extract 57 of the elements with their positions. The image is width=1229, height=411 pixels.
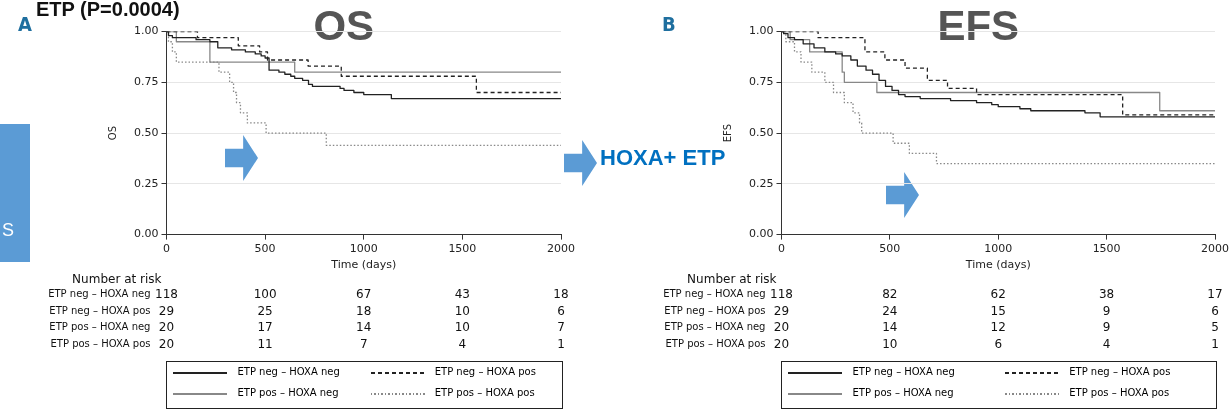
text: 118 100 67 43 18	[155, 287, 569, 301]
text: ETP pos – HOXA neg	[49, 321, 151, 332]
text: 20 10 6 4 1	[773, 336, 1219, 351]
y-tick-label: 0.50	[748, 125, 774, 139]
legend-label: ETP neg – HOXA neg	[852, 366, 955, 377]
x-tick-label: 2000	[1201, 242, 1229, 256]
legend-label: ETP pos – HOXA neg	[237, 387, 339, 398]
text: ETP neg – HOXA pos	[49, 304, 151, 316]
text: ETP pos – HOXA pos	[665, 337, 766, 349]
y-tick-label: 0.25	[748, 176, 774, 190]
chart-title: EFS	[937, 2, 1020, 50]
legend-label: ETP neg – HOXA pos	[1069, 366, 1171, 377]
y-tick-label: 0.00	[133, 227, 159, 241]
text: Number at risk	[72, 272, 162, 286]
y-tick-label: 1.00	[133, 24, 159, 38]
y-tick-label: 0.75	[133, 75, 159, 89]
legend-label: ETP neg – HOXA neg	[237, 366, 340, 377]
x-tick-label: 0	[777, 242, 785, 256]
y-axis-title: OS	[106, 125, 118, 141]
text: 20 14 12 9 5	[773, 320, 1219, 334]
text: B	[662, 12, 676, 36]
text: ETP neg – HOXA pos	[664, 304, 766, 316]
x-axis-title: Time (days)	[330, 258, 397, 272]
x-tick-label: 0	[162, 242, 170, 256]
text: ETP neg – HOXA neg	[663, 288, 766, 299]
legend-label: ETP pos – HOXA pos	[434, 387, 535, 398]
text: 118 82 62 38 17	[770, 287, 1223, 301]
text: 29 25 18 10 6	[158, 303, 565, 318]
text: ETP (P=0.0004)	[36, 0, 180, 21]
x-tick-label: 1000	[984, 242, 1013, 256]
y-tick-label: 1.00	[748, 24, 774, 38]
text: 20 17 14 10 7	[158, 320, 565, 334]
y-tick-label: 0.75	[748, 75, 774, 89]
y-tick-label: 0.50	[133, 125, 159, 139]
x-tick-label: 2000	[547, 242, 575, 256]
text: 29 24 15 9 6	[773, 303, 1219, 318]
text: A	[18, 12, 32, 36]
chart-title: OS	[313, 2, 375, 50]
legend-label: ETP pos – HOXA pos	[1069, 387, 1170, 398]
text: HOXA+ ETP	[600, 145, 726, 171]
x-tick-label: 1500	[448, 242, 477, 256]
y-tick-label: 0.00	[748, 227, 774, 241]
text: Number at risk	[687, 272, 777, 286]
x-tick-label: 1000	[349, 242, 378, 256]
text: 20 11 7 4 1	[158, 336, 565, 351]
x-tick-label: 500	[879, 242, 901, 256]
text: ETP pos – HOXA neg	[664, 321, 766, 332]
x-tick-label: 1500	[1092, 242, 1121, 256]
text: S	[2, 220, 15, 241]
legend-label: ETP neg – HOXA pos	[434, 366, 536, 377]
x-axis-title: Time (days)	[964, 258, 1031, 272]
y-tick-label: 0.25	[133, 176, 159, 190]
legend-label: ETP pos – HOXA neg	[852, 387, 954, 398]
x-tick-label: 500	[254, 242, 276, 256]
text: ETP neg – HOXA neg	[48, 288, 151, 299]
y-axis-title: EFS	[721, 123, 733, 143]
text: ETP pos – HOXA pos	[50, 337, 151, 349]
